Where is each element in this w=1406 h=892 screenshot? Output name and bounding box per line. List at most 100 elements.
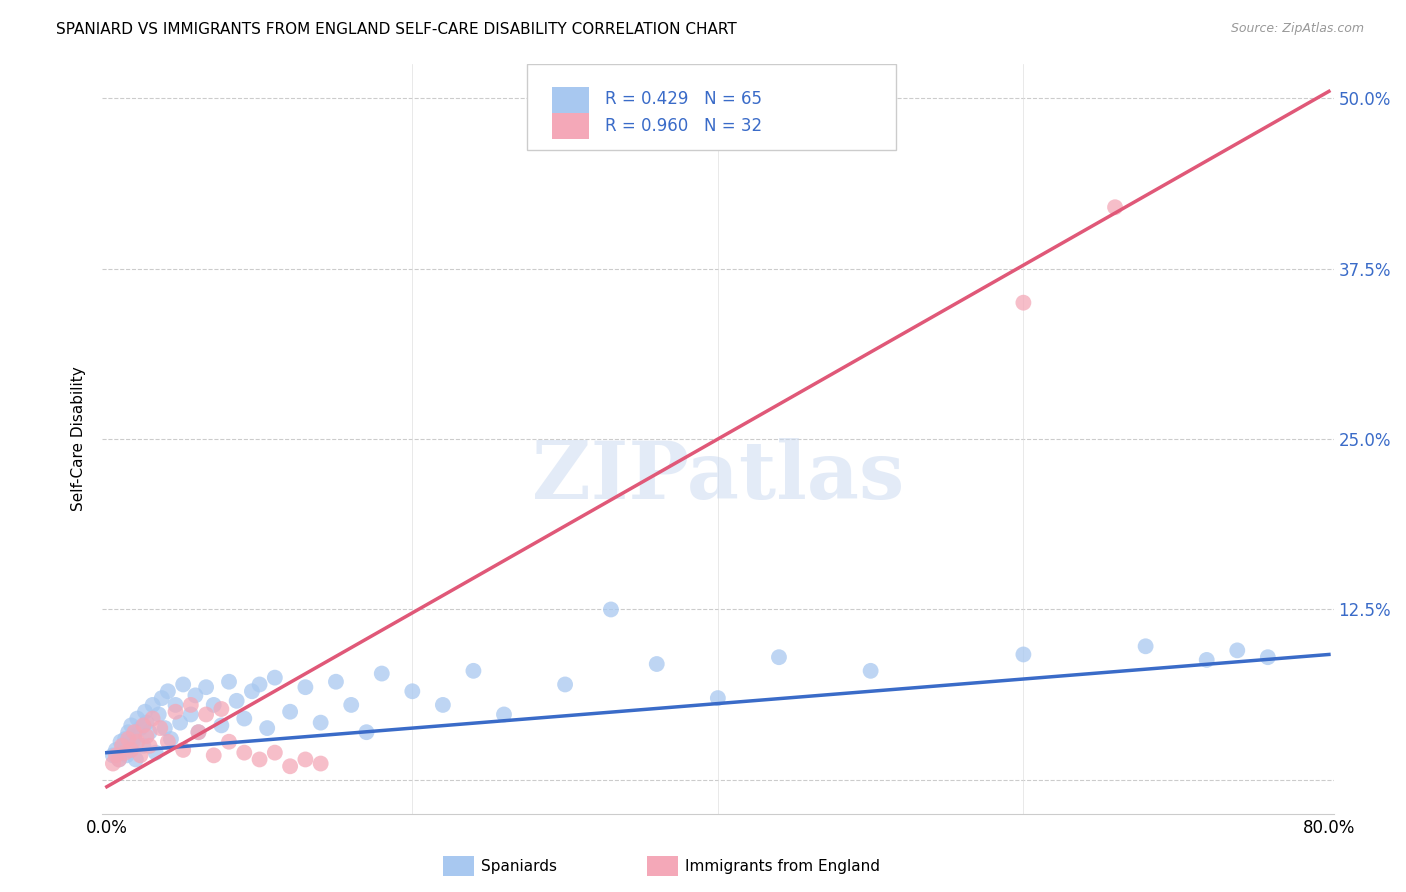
Point — [1012, 648, 1035, 662]
Text: R = 0.429   N = 65: R = 0.429 N = 65 — [605, 90, 762, 108]
Point — [249, 677, 271, 691]
Point — [180, 698, 202, 712]
Point — [120, 718, 142, 732]
Point — [1135, 640, 1157, 654]
Point — [129, 721, 152, 735]
Point — [309, 756, 332, 771]
Point — [187, 725, 209, 739]
Point — [218, 735, 240, 749]
Point — [187, 725, 209, 739]
Point — [134, 705, 156, 719]
Point — [135, 715, 157, 730]
Text: ZIPatlas: ZIPatlas — [531, 438, 904, 516]
Point — [117, 725, 139, 739]
Point — [225, 694, 247, 708]
Point — [768, 650, 790, 665]
Point — [340, 698, 363, 712]
Point — [101, 756, 124, 771]
Point — [1012, 295, 1035, 310]
Point — [132, 739, 155, 753]
Point — [356, 725, 378, 739]
Point — [202, 698, 225, 712]
Point — [142, 712, 165, 726]
Point — [138, 739, 160, 753]
Point — [256, 721, 278, 735]
Point — [153, 721, 176, 735]
Point — [294, 680, 316, 694]
Point — [294, 752, 316, 766]
Point — [118, 743, 141, 757]
Point — [110, 735, 132, 749]
Point — [432, 698, 454, 712]
Point — [707, 691, 730, 706]
Bar — [551, 87, 589, 112]
Point — [278, 759, 301, 773]
Point — [371, 666, 394, 681]
Point — [150, 691, 173, 706]
Point — [325, 674, 347, 689]
Point — [1257, 650, 1279, 665]
Point — [240, 684, 263, 698]
Y-axis label: Self-Care Disability: Self-Care Disability — [72, 367, 86, 511]
Point — [169, 715, 191, 730]
Point — [645, 657, 668, 671]
FancyBboxPatch shape — [527, 64, 897, 151]
Point — [101, 748, 124, 763]
Point — [145, 746, 167, 760]
Text: Spaniards: Spaniards — [481, 859, 557, 873]
Point — [233, 712, 256, 726]
Point — [148, 707, 170, 722]
Point — [124, 725, 146, 739]
Point — [1195, 653, 1218, 667]
Point — [112, 739, 135, 753]
Point — [111, 739, 134, 753]
Point — [195, 680, 218, 694]
Point — [104, 743, 127, 757]
Point — [463, 664, 485, 678]
Point — [263, 671, 285, 685]
Point — [172, 743, 194, 757]
Point — [104, 748, 127, 763]
Point — [115, 748, 138, 763]
Text: SPANIARD VS IMMIGRANTS FROM ENGLAND SELF-CARE DISABILITY CORRELATION CHART: SPANIARD VS IMMIGRANTS FROM ENGLAND SELF… — [56, 22, 737, 37]
Point — [202, 748, 225, 763]
Bar — [551, 112, 589, 139]
Point — [125, 752, 148, 766]
Point — [401, 684, 423, 698]
Point — [492, 707, 515, 722]
Point — [117, 731, 139, 746]
Point — [172, 677, 194, 691]
Point — [142, 698, 165, 712]
Point — [111, 746, 134, 760]
Point — [180, 707, 202, 722]
Point — [127, 735, 149, 749]
Text: Immigrants from England: Immigrants from England — [685, 859, 880, 873]
Point — [129, 748, 152, 763]
Point — [156, 684, 179, 698]
Point — [156, 735, 179, 749]
Point — [554, 677, 576, 691]
Point — [184, 689, 207, 703]
Point — [165, 698, 187, 712]
Point — [114, 731, 136, 746]
Point — [108, 752, 131, 766]
Point — [600, 602, 623, 616]
Point — [160, 731, 183, 746]
Point — [209, 718, 232, 732]
Point — [124, 729, 146, 743]
Point — [859, 664, 882, 678]
Point — [121, 735, 143, 749]
Point — [263, 746, 285, 760]
Point — [249, 752, 271, 766]
Point — [120, 743, 142, 757]
Text: Source: ZipAtlas.com: Source: ZipAtlas.com — [1230, 22, 1364, 36]
Point — [135, 729, 157, 743]
Point — [309, 715, 332, 730]
Text: R = 0.960   N = 32: R = 0.960 N = 32 — [605, 117, 762, 135]
Point — [138, 725, 160, 739]
Point — [1104, 200, 1126, 214]
Point — [233, 746, 256, 760]
Point — [1226, 643, 1249, 657]
Point — [209, 702, 232, 716]
Point — [149, 721, 172, 735]
